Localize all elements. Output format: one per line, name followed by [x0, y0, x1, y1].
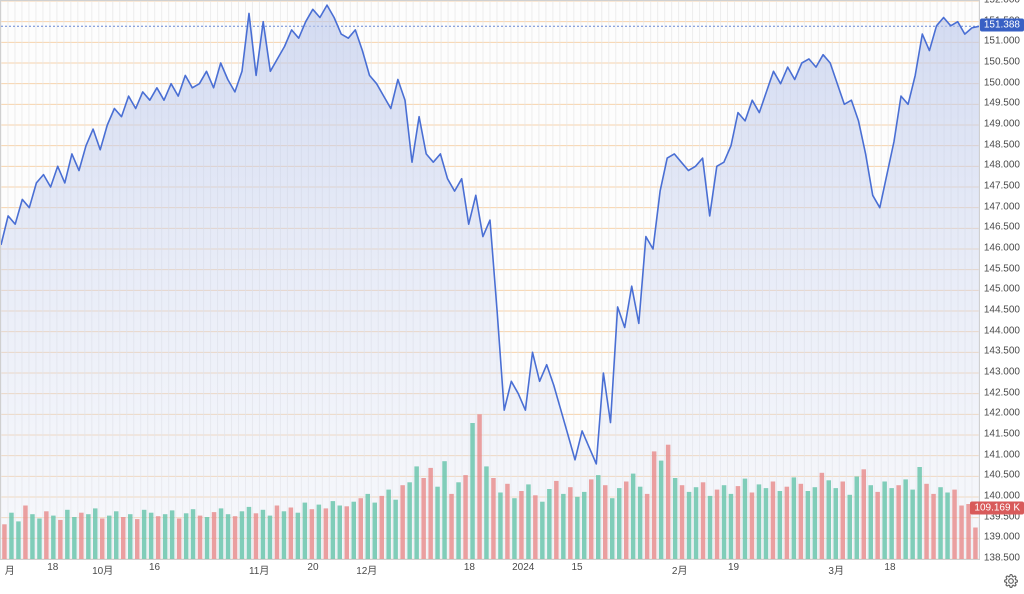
volume-badge: 109.169 K: [970, 502, 1024, 515]
y-tick-label: 149.000: [984, 119, 1020, 130]
y-tick-label: 146.000: [984, 243, 1020, 254]
plot-area[interactable]: [0, 0, 980, 560]
y-tick-label: 138.500: [984, 553, 1020, 564]
y-tick-label: 142.000: [984, 408, 1020, 419]
chart-svg: [1, 1, 979, 559]
x-axis: 月 18 10月 16 11月 20 12月 18 2024 15 2月 19 3月 18: [0, 558, 978, 594]
x-tick-label: 10月: [92, 562, 113, 577]
y-tick-label: 152.000: [984, 0, 1020, 6]
y-tick-label: 145.000: [984, 284, 1020, 295]
y-tick-label: 141.500: [984, 429, 1020, 440]
x-tick-label: 18: [464, 562, 475, 573]
x-tick-label: 15: [571, 562, 582, 573]
price-badge: 151.388: [980, 19, 1024, 32]
y-tick-label: 147.000: [984, 201, 1020, 212]
y-tick-label: 143.500: [984, 346, 1020, 357]
x-tick-label: 16: [149, 562, 160, 573]
x-tick-label: 18: [884, 562, 895, 573]
y-tick-label: 148.000: [984, 160, 1020, 171]
y-tick-label: 139.000: [984, 532, 1020, 543]
y-tick-label: 144.500: [984, 305, 1020, 316]
stock-chart-container: 138.500139.000139.500140.000140.500141.0…: [0, 0, 1024, 594]
y-tick-label: 148.500: [984, 139, 1020, 150]
volume-badge-value: 109.169 K: [974, 503, 1020, 514]
x-tick-label: 2024: [512, 562, 534, 573]
y-tick-label: 145.500: [984, 263, 1020, 274]
y-tick-label: 146.500: [984, 222, 1020, 233]
x-tick-label: 20: [307, 562, 318, 573]
y-tick-label: 142.500: [984, 387, 1020, 398]
y-tick-label: 140.000: [984, 491, 1020, 502]
y-tick-label: 140.500: [984, 470, 1020, 481]
y-tick-label: 150.000: [984, 77, 1020, 88]
x-tick-label: 18: [47, 562, 58, 573]
y-axis: 138.500139.000139.500140.000140.500141.0…: [980, 0, 1024, 558]
x-tick-label: 19: [728, 562, 739, 573]
settings-button[interactable]: [1002, 572, 1020, 590]
gear-icon: [1004, 574, 1018, 588]
y-tick-label: 141.000: [984, 449, 1020, 460]
y-tick-label: 143.000: [984, 367, 1020, 378]
y-tick-label: 150.500: [984, 57, 1020, 68]
y-tick-label: 151.000: [984, 36, 1020, 47]
price-badge-value: 151.388: [984, 20, 1020, 31]
x-tick-label: 11月: [249, 562, 269, 577]
x-tick-label: 12月: [356, 562, 377, 577]
y-tick-label: 147.500: [984, 181, 1020, 192]
x-tick-label: 3月: [828, 562, 844, 577]
x-tick-label: 2月: [672, 562, 688, 577]
x-tick-label: 月: [5, 562, 15, 577]
y-tick-label: 144.000: [984, 325, 1020, 336]
y-tick-label: 149.500: [984, 98, 1020, 109]
